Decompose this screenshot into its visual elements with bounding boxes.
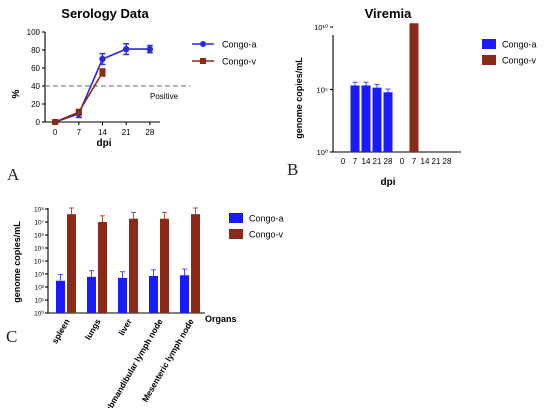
x-tick-label: 7 [77,128,82,137]
viremia-xlabel: dpi [381,177,396,188]
data-point [122,45,130,53]
bar [180,275,189,313]
x-tick-label: 0 [400,157,405,166]
data-point [52,119,59,125]
x-tick-label: 14 [421,157,430,166]
serology-xlabel: dpi [97,138,112,149]
legend-swatch [482,39,496,49]
bar [98,222,107,313]
data-point [99,55,106,63]
positive-threshold-label: Positive [150,92,179,101]
legend-swatch [482,55,496,65]
organs-xlabel: Organs [205,314,237,324]
y-tick-label: 40 [31,82,40,91]
bar [361,85,371,152]
y-tick-label: 10² [35,285,45,292]
y-tick-label: 10¹ [35,298,45,305]
x-tick-label: 28 [145,128,154,137]
y-tick-label: 10⁵ [317,86,328,95]
panel-c-label: C [6,327,17,346]
organs-chart: genome copies/mL Organs Congo-a Congo-v 1… [12,207,284,408]
x-tick-label: 28 [384,157,393,166]
x-tick-label: 14 [362,157,371,166]
y-tick-label: 10³ [35,272,45,279]
panel-b-label: B [287,160,298,179]
legend-label: Congo-a [222,40,257,50]
viremia-title: Viremia [365,6,413,21]
y-tick-label: 10⁰ [34,310,44,318]
bar [160,218,169,313]
legend-swatch [229,213,243,223]
data-point [75,109,82,116]
bar [383,92,393,152]
x-tick-label: 21 [122,128,131,137]
y-tick-label: 10⁴ [34,259,44,266]
legend-marker [200,58,206,64]
organs-legend: Congo-a Congo-v [229,213,284,240]
category-label: spleen [50,317,72,345]
y-tick-label: 10⁸ [34,207,44,214]
legend-label: Congo-v [502,56,537,66]
bar [118,277,127,313]
category-label: liver [116,316,134,337]
serology-chart: Serology Data dpi % Positive Congo-aCong… [11,6,257,149]
y-tick-label: 60 [31,64,40,73]
x-tick-label: 7 [353,157,358,166]
viremia-legend: Congo-a Congo-v [482,39,537,66]
x-tick-label: 7 [412,157,417,166]
legend-label: Congo-v [222,57,257,67]
bar [372,87,382,152]
serology-legend: Congo-a Congo-v [192,40,257,67]
serology-ylabel: % [11,89,22,98]
data-point [146,45,154,53]
bar [149,276,158,313]
bar [191,214,200,313]
y-tick-label: 80 [31,46,40,55]
category-label: Submandibular lymph node [100,317,165,408]
y-tick-label: 10⁷ [34,220,44,227]
y-tick-label: 10¹⁰ [314,23,328,32]
y-tick-label: 0 [36,118,41,127]
x-tick-label: 0 [341,157,346,166]
x-tick-label: 21 [432,157,441,166]
legend-swatch [229,229,243,239]
serology-title: Serology Data [61,6,149,21]
y-tick-label: 10⁰ [317,148,328,157]
bar [409,23,419,153]
viremia-ylabel: genome copies/mL [294,57,304,139]
bar [350,85,360,152]
organs-ylabel: genome copies/mL [12,221,22,303]
y-tick-label: 100 [27,28,41,37]
data-point [99,69,106,76]
bar [56,280,65,313]
y-tick-label: 20 [31,100,40,109]
legend-label: Congo-a [502,40,537,50]
x-tick-label: 0 [53,128,58,137]
legend-label: Congo-v [249,230,284,240]
panel-a-label: A [7,165,20,184]
y-tick-label: 10⁶ [34,233,44,240]
x-tick-label: 28 [443,157,452,166]
x-tick-label: 14 [98,128,107,137]
y-tick-label: 10⁵ [34,246,44,253]
category-label: lungs [83,317,103,342]
legend-label: Congo-a [249,214,284,224]
bar [87,276,96,313]
bar [129,218,138,313]
x-tick-label: 21 [373,157,382,166]
viremia-chart: Viremia dpi genome copies/mL Congo-aCong… [294,6,537,188]
bar [67,214,76,313]
legend-marker [200,41,206,47]
